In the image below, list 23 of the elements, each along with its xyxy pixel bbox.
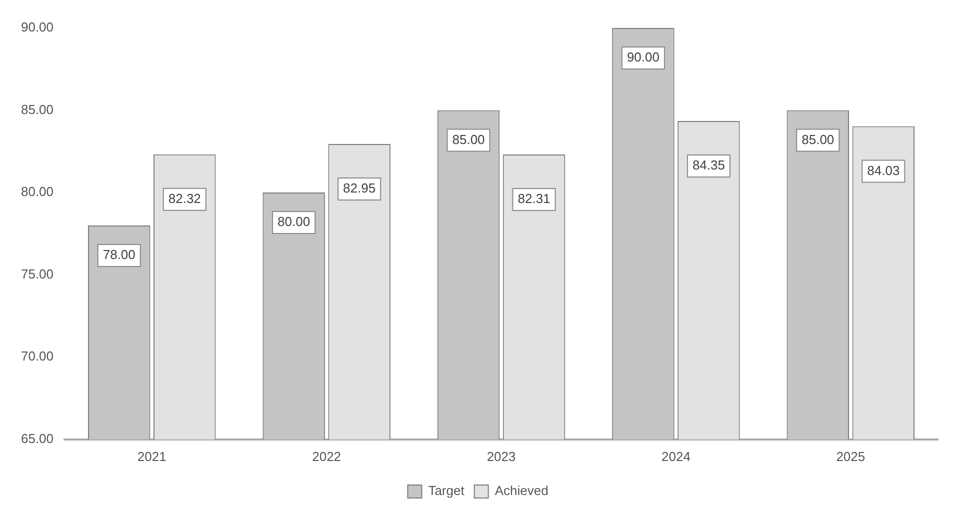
y-tick-label: 70.00 <box>20 348 54 364</box>
data-label: 85.00 <box>452 132 485 147</box>
legend-label: Target <box>428 483 465 498</box>
legend-label: Achieved <box>494 483 548 498</box>
data-label: 84.35 <box>692 158 725 173</box>
y-tick-label: 65.00 <box>20 430 54 446</box>
x-tick-label: 2025 <box>836 448 866 464</box>
x-tick-label: 2023 <box>486 448 516 464</box>
x-tick-label: 2021 <box>137 448 166 464</box>
data-label: 84.03 <box>867 162 900 178</box>
data-label: 78.00 <box>102 247 136 262</box>
data-label: 82.95 <box>343 180 376 196</box>
data-label: 82.31 <box>518 191 550 206</box>
data-label: 90.00 <box>626 50 660 65</box>
x-tick-label: 2024 <box>662 448 690 464</box>
y-tick-label: 85.00 <box>20 102 54 117</box>
data-label: 82.32 <box>168 190 201 206</box>
data-label: 85.00 <box>802 132 834 147</box>
x-tick-label: 2022 <box>312 448 342 464</box>
y-tick-label: 75.00 <box>20 266 54 282</box>
y-tick-label: 90.00 <box>20 20 54 35</box>
data-label: 80.00 <box>278 214 310 230</box>
y-tick-label: 80.00 <box>20 184 54 200</box>
